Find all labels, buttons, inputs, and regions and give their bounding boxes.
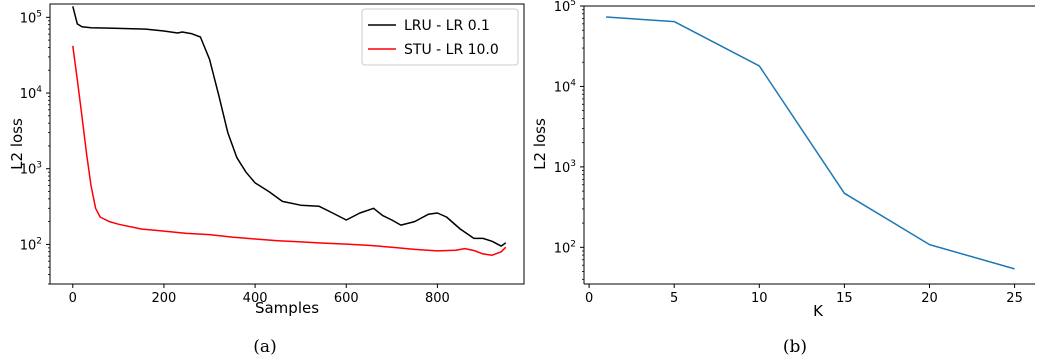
chart-b-xtick-label: 15 (836, 291, 853, 306)
chart-b-xtick-label: 10 (751, 291, 768, 306)
chart-a-ylabel: L2 loss (8, 118, 26, 170)
chart-a-series-line-1 (72, 45, 507, 256)
legend-label-lru: LRU - LR 0.1 (404, 18, 490, 34)
chart-a-xtick-label: 0 (69, 291, 77, 306)
chart-b-ytick-label: 104 (554, 78, 577, 95)
legend-label-stu: STU - LR 10.0 (404, 42, 499, 58)
chart-a-series-line-0 (72, 6, 507, 247)
chart-a-xlabel: Samples (255, 299, 319, 317)
chart-b-caption: (b) (783, 337, 807, 357)
chart-b-xtick-label: 0 (585, 291, 593, 306)
chart-a: 0 200 400 600 800 102 103 104 105 LRU - LR 0.1 S… (8, 3, 525, 357)
chart-a-caption: (a) (253, 337, 276, 357)
chart-a-ytick-label: 104 (20, 85, 43, 102)
chart-a-plot-frame (49, 3, 525, 285)
chart-b-ytick-label: 103 (554, 159, 576, 176)
chart-b-ticks: 0 5 10 15 20 25 102 103 104 105 (554, 0, 1023, 306)
chart-b-xtick-label: 20 (921, 291, 938, 306)
chart-b-ytick-label: 105 (554, 0, 576, 15)
chart-b-series-line-0 (606, 16, 1015, 270)
chart-b-ytick-label: 102 (554, 239, 576, 256)
chart-a-xtick-label: 200 (152, 291, 177, 306)
chart-a-ticks: 0 200 400 600 800 102 103 104 105 (20, 9, 450, 306)
chart-b: 0 5 10 15 20 25 102 103 104 105 K L2 loss (b) (531, 0, 1035, 357)
chart-a-series-layer (72, 6, 507, 256)
chart-a-legend: LRU - LR 0.1 STU - LR 10.0 (361, 8, 519, 66)
chart-b-xtick-label: 25 (1006, 291, 1023, 306)
chart-a-ytick-label: 103 (20, 161, 42, 178)
chart-b-xtick-label: 5 (670, 291, 678, 306)
chart-a-xtick-label: 400 (243, 291, 268, 306)
chart-a-xtick-label: 600 (334, 291, 359, 306)
chart-b-ylabel: L2 loss (531, 118, 549, 170)
chart-a-ytick-label: 102 (20, 236, 42, 253)
chart-a-xtick-label: 800 (425, 291, 450, 306)
chart-b-xlabel: K (813, 302, 824, 320)
chart-b-series-layer (606, 16, 1015, 270)
legend-box (361, 8, 519, 66)
chart-a-ytick-label: 105 (20, 9, 42, 26)
